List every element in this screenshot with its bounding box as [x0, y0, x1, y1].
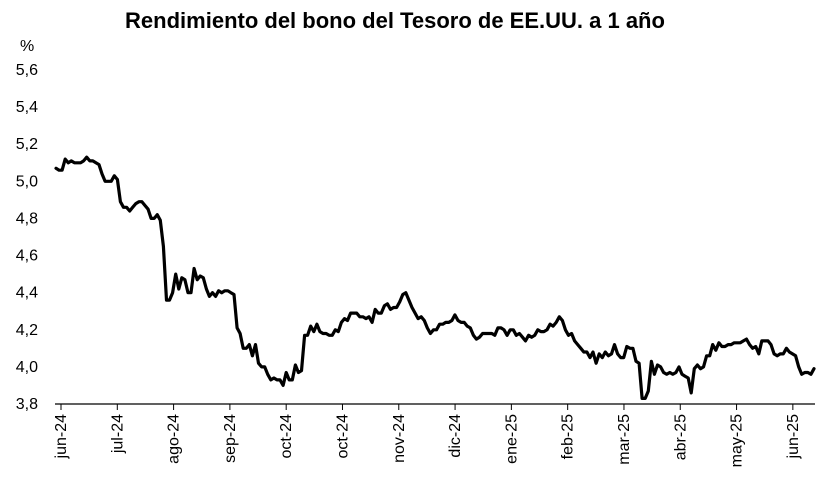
x-axis-ticks: jun-24 jul-24 ago-24 sep-24 oct-24 oct-24 nov-…: [53, 404, 802, 467]
y-tick-label: 4,8: [16, 210, 38, 227]
y-tick-label: 4,0: [16, 359, 38, 376]
y-axis-ticks: 3,8 4,0 4,2 4,4 4,6 4,8 5,0 5,2 5,4 5,6: [16, 62, 38, 413]
x-tick-label: dic-24: [447, 414, 464, 458]
y-tick-label: 5,0: [16, 173, 38, 190]
y-tick-label: 4,2: [16, 322, 38, 339]
y-tick-label: 5,2: [16, 136, 38, 153]
series-line: [54, 155, 816, 400]
y-unit-label: %: [20, 38, 34, 55]
x-tick-label: ene-25: [503, 414, 520, 464]
y-tick-label: 4,6: [16, 248, 38, 265]
chart-title: Rendimiento del bono del Tesoro de EE.UU…: [125, 8, 665, 33]
x-tick-label: jun-25: [785, 414, 802, 460]
x-tick-label: ago-24: [166, 414, 183, 464]
plot-area: [54, 155, 816, 400]
y-tick-label: 4,4: [16, 285, 38, 302]
y-tick-label: 3,8: [16, 396, 38, 413]
x-tick-label: abr-25: [672, 414, 689, 460]
x-tick-label: nov-24: [391, 414, 408, 463]
x-tick-label: sep-24: [222, 414, 239, 463]
x-tick-label: oct-24: [334, 414, 351, 459]
y-tick-label: 5,4: [16, 99, 38, 116]
y-tick-label: 5,6: [16, 62, 38, 79]
x-tick-label: jul-24: [109, 414, 126, 454]
x-tick-label: jun-24: [53, 414, 70, 460]
x-tick-label: mar-25: [616, 414, 633, 465]
x-tick-label: oct-24: [278, 414, 295, 459]
x-tick-label: may-25: [729, 414, 746, 467]
x-tick-label: feb-25: [560, 414, 577, 459]
